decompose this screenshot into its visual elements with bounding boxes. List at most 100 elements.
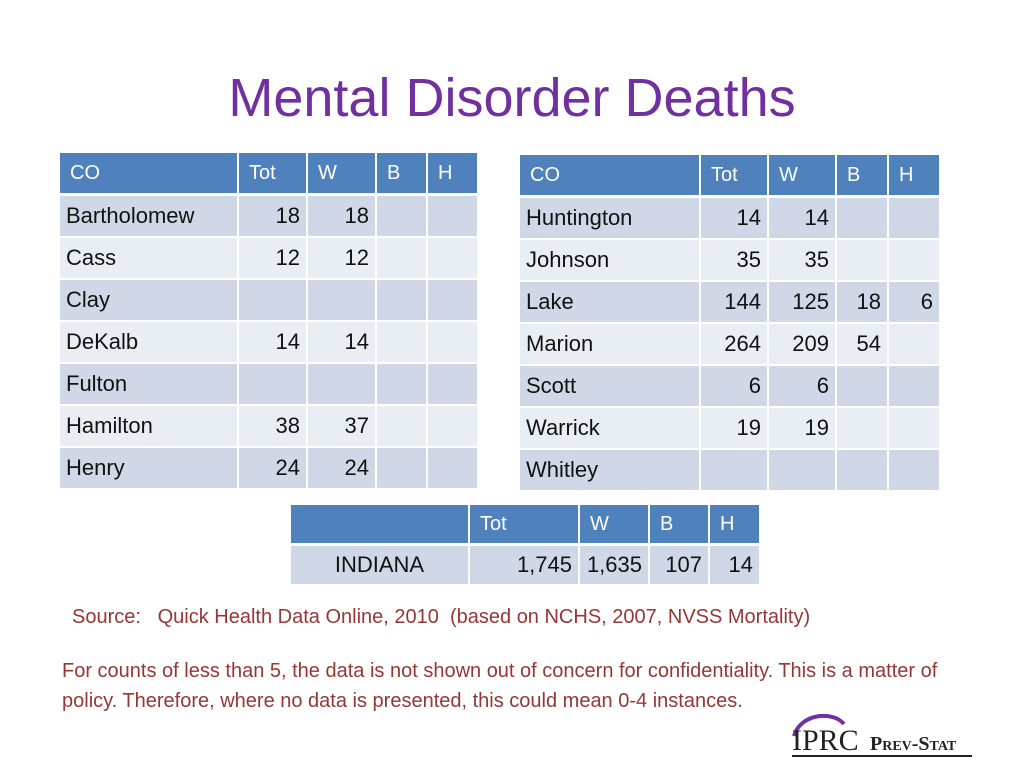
header-total: Tot — [700, 155, 769, 198]
logo-text-main: IPRC — [792, 724, 859, 757]
total-cell: 24 — [238, 447, 308, 490]
white-cell: 19 — [768, 407, 837, 450]
white-cell: 35 — [768, 239, 837, 282]
table-header-row: CO Tot W B H — [60, 153, 479, 196]
hispanic-cell — [888, 407, 941, 450]
county-table-left: CO Tot W B H Bartholomew 18 18 Cass 12 12 Clay… — [60, 153, 479, 490]
table-row: INDIANA 1,745 1,635 107 14 — [291, 544, 761, 586]
iprc-prev-stat-logo: IPRC Prev-Stat — [792, 714, 972, 757]
logo-text-sub: Prev-Stat — [870, 733, 957, 755]
table-row: Warrick 19 19 — [520, 407, 941, 450]
header-black: B — [649, 505, 710, 546]
white-cell: 24 — [307, 447, 377, 490]
slide-title: Mental Disorder Deaths — [228, 68, 796, 128]
black-cell — [836, 239, 889, 282]
hispanic-cell — [427, 321, 479, 364]
county-cell: Hamilton — [60, 405, 239, 448]
table-row: DeKalb 14 14 — [60, 321, 479, 364]
black-cell — [836, 407, 889, 450]
hispanic-cell — [888, 365, 941, 408]
black-cell: 107 — [649, 544, 710, 586]
header-total: Tot — [469, 505, 580, 546]
hispanic-cell — [427, 447, 479, 490]
black-cell — [376, 237, 428, 280]
total-cell — [238, 363, 308, 406]
white-cell: 125 — [768, 281, 837, 324]
black-cell — [376, 363, 428, 406]
table-row: Scott 6 6 — [520, 365, 941, 408]
state-total-table: Tot W B H INDIANA 1,745 1,635 107 14 — [291, 505, 761, 586]
total-cell — [238, 279, 308, 322]
white-cell: 18 — [307, 194, 377, 238]
table-header-row: Tot W B H — [291, 505, 761, 546]
total-cell: 6 — [700, 365, 769, 408]
county-cell: Warrick — [520, 407, 701, 450]
total-cell: 35 — [700, 239, 769, 282]
county-cell: INDIANA — [291, 544, 470, 586]
header-white: W — [768, 155, 837, 198]
total-cell: 12 — [238, 237, 308, 280]
county-cell: Whitley — [520, 449, 701, 492]
table-row: Clay — [60, 279, 479, 322]
county-cell: Cass — [60, 237, 239, 280]
black-cell — [376, 321, 428, 364]
header-hispanic: H — [427, 153, 479, 196]
header-white: W — [307, 153, 377, 196]
white-cell — [307, 279, 377, 322]
hispanic-cell — [427, 279, 479, 322]
total-cell: 18 — [238, 194, 308, 238]
header-white: W — [579, 505, 650, 546]
black-cell — [836, 365, 889, 408]
hispanic-cell — [427, 194, 479, 238]
white-cell — [307, 363, 377, 406]
county-cell: Scott — [520, 365, 701, 408]
table-row: Bartholomew 18 18 — [60, 194, 479, 238]
hispanic-cell: 6 — [888, 281, 941, 324]
hispanic-cell — [427, 363, 479, 406]
hispanic-cell — [427, 405, 479, 448]
county-cell: Clay — [60, 279, 239, 322]
hispanic-cell — [888, 323, 941, 366]
table-row: Lake 144 125 18 6 — [520, 281, 941, 324]
county-cell: DeKalb — [60, 321, 239, 364]
white-cell — [768, 449, 837, 492]
total-cell: 14 — [700, 196, 769, 240]
header-hispanic: H — [888, 155, 941, 198]
table-row: Marion 264 209 54 — [520, 323, 941, 366]
confidentiality-note: For counts of less than 5, the data is n… — [62, 660, 938, 712]
county-cell: Bartholomew — [60, 194, 239, 238]
total-cell: 144 — [700, 281, 769, 324]
table-header-row: CO Tot W B H — [520, 155, 941, 198]
hispanic-cell: 14 — [709, 544, 761, 586]
total-cell: 38 — [238, 405, 308, 448]
total-cell: 1,745 — [469, 544, 580, 586]
total-cell: 14 — [238, 321, 308, 364]
white-cell: 1,635 — [579, 544, 650, 586]
source-citation: Source: Quick Health Data Online, 2010 (… — [72, 606, 811, 628]
table-row: Hamilton 38 37 — [60, 405, 479, 448]
header-county: CO — [60, 153, 239, 196]
table-row: Cass 12 12 — [60, 237, 479, 280]
white-cell: 37 — [307, 405, 377, 448]
county-cell: Marion — [520, 323, 701, 366]
white-cell: 6 — [768, 365, 837, 408]
header-black: B — [836, 155, 889, 198]
county-cell: Johnson — [520, 239, 701, 282]
white-cell: 209 — [768, 323, 837, 366]
total-cell — [700, 449, 769, 492]
black-cell — [836, 449, 889, 492]
hispanic-cell — [888, 239, 941, 282]
header-blank — [291, 505, 470, 546]
header-black: B — [376, 153, 428, 196]
black-cell — [376, 194, 428, 238]
hispanic-cell — [888, 449, 941, 492]
white-cell: 14 — [768, 196, 837, 240]
black-cell — [836, 196, 889, 240]
county-cell: Fulton — [60, 363, 239, 406]
black-cell: 18 — [836, 281, 889, 324]
county-cell: Lake — [520, 281, 701, 324]
table-row: Fulton — [60, 363, 479, 406]
county-cell: Henry — [60, 447, 239, 490]
header-total: Tot — [238, 153, 308, 196]
total-cell: 264 — [700, 323, 769, 366]
